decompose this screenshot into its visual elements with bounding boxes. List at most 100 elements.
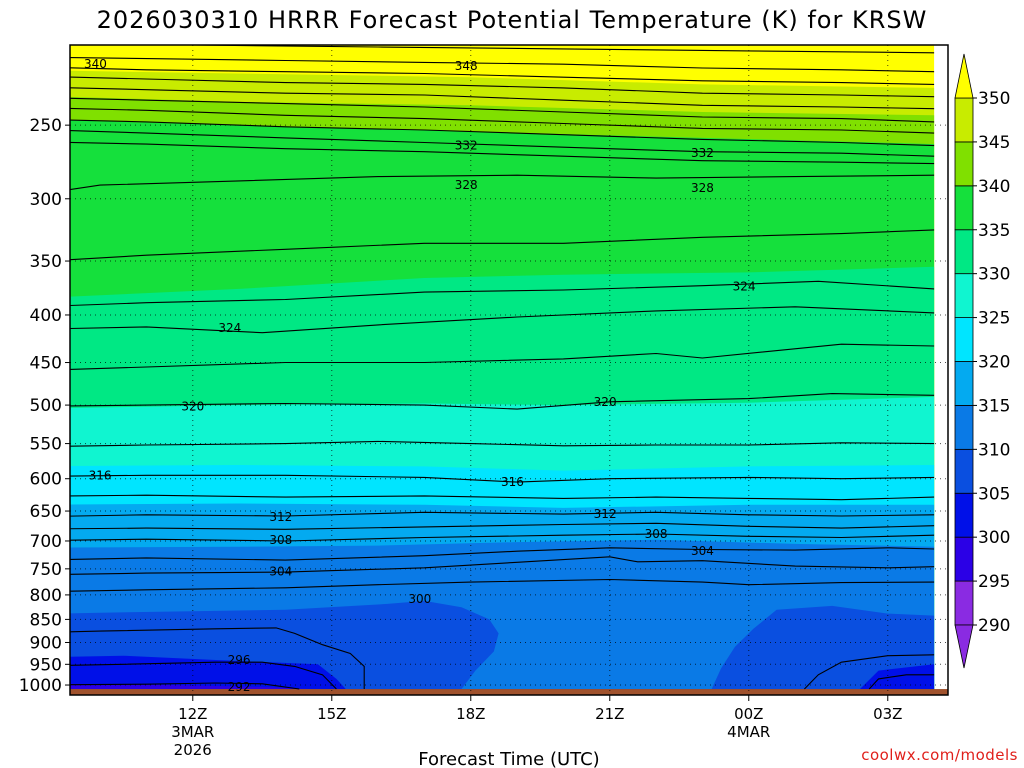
filled-contours: [70, 45, 935, 695]
contour-label-320: 320: [181, 400, 204, 414]
y-tick-label-750: 750: [30, 560, 62, 580]
y-tick-label-450: 450: [30, 354, 62, 374]
ground-layer: [70, 689, 948, 695]
colorbar-segment-315: [954, 361, 974, 406]
y-tick-label-650: 650: [30, 502, 62, 522]
colorbar-segment-305: [954, 448, 974, 494]
colorbar-segment-320: [954, 317, 974, 362]
contour-line-25: [70, 627, 365, 689]
x-tick-label-18Z: 18Z: [456, 705, 485, 723]
x-tick-sublabel-3MAR: 3MAR: [171, 723, 214, 741]
credit-text: coolwx.com/models: [861, 746, 1018, 764]
contour-line-28: [804, 654, 935, 690]
contour-label-296: 296: [228, 653, 251, 667]
colorbar-label-310: 310: [978, 440, 1010, 460]
colorbar-extend-top: [954, 53, 974, 99]
colorbar-segment-295: [954, 536, 974, 582]
contour-line-26: [70, 661, 337, 690]
ground-surface: [70, 689, 948, 695]
y-tick-label-1000: 1000: [19, 676, 62, 696]
x-tick-label-00Z: 00Z: [734, 705, 763, 723]
contour-line-13: [70, 306, 935, 334]
contour-label-312: 312: [269, 510, 292, 524]
x-tick-label-15Z: 15Z: [317, 705, 346, 723]
colorbar: 290 295 300 305 310 315 320 325 330 335 340 345 350: [954, 53, 1010, 669]
contour-label-328: 328: [691, 181, 714, 195]
contour-line-18: [70, 494, 935, 501]
colorbar-segment-290: [954, 580, 974, 626]
contour-label-316: 316: [501, 475, 524, 489]
contour-line-11: [70, 229, 935, 261]
contour-label-308: 308: [645, 527, 668, 541]
contour-label-312: 312: [594, 507, 617, 521]
contour-label-292: 292: [228, 680, 251, 694]
colorbar-label-315: 315: [978, 396, 1010, 416]
y-tick-label-400: 400: [30, 306, 62, 326]
y-tick-label-700: 700: [30, 532, 62, 552]
contour-label-332: 332: [455, 139, 478, 153]
y-tick-label-350: 350: [30, 252, 62, 272]
y-tick-label-300: 300: [30, 190, 62, 210]
colorbar-segment-335: [954, 185, 974, 231]
x-axis-label: Forecast Time (UTC): [418, 749, 599, 768]
colorbar-label-350: 350: [978, 89, 1010, 109]
colorbar-label-295: 295: [978, 572, 1010, 592]
contour-line-9: [70, 141, 935, 165]
y-tick-label-800: 800: [30, 586, 62, 606]
chart-title: 2026030310 HRRR Forecast Potential Tempe…: [97, 6, 928, 34]
contour-line-10: [70, 174, 935, 191]
colorbar-segment-345: [954, 97, 974, 143]
plot-area: 340 348 332 332 328 328 324 324 320 320 316 316 312 3…: [70, 45, 948, 695]
colorbar-label-345: 345: [978, 133, 1010, 153]
contour-line-22: [70, 547, 935, 561]
contour-label-348: 348: [455, 59, 478, 73]
contour-line-20: [70, 522, 935, 530]
y-tick-label-950: 950: [30, 655, 62, 675]
colorbar-label-305: 305: [978, 484, 1010, 504]
contour-line-12: [70, 280, 935, 307]
contour-line-24: [70, 578, 935, 592]
contour-label-304: 304: [691, 544, 714, 558]
contour-label-324: 324: [218, 321, 241, 335]
y-tick-label-500: 500: [30, 396, 62, 416]
colorbar-segment-300: [954, 492, 974, 538]
x-tick-label-12Z: 12Z: [178, 705, 207, 723]
colorbar-extend-bottom: [954, 624, 974, 669]
contour-line-15: [70, 393, 935, 410]
y-axis: 250 300 350 400 450 500 550 600 650 700 750 800 850 9…: [19, 116, 70, 696]
contour-label-324: 324: [733, 280, 756, 294]
colorbar-label-320: 320: [978, 353, 1010, 373]
grid-lines: [70, 45, 948, 695]
contour-line-8: [70, 129, 935, 157]
y-tick-label-900: 900: [30, 633, 62, 653]
y-tick-label-600: 600: [30, 470, 62, 490]
contour-label-300: 300: [408, 592, 431, 606]
colorbar-label-340: 340: [978, 177, 1010, 197]
contour-label-308: 308: [269, 533, 292, 547]
contour-line-16: [70, 440, 935, 447]
contour-line-19: [70, 511, 935, 517]
contour-line-6: [70, 107, 935, 134]
contour-label-328: 328: [455, 178, 478, 192]
colorbar-label-335: 335: [978, 221, 1010, 241]
y-tick-label-850: 850: [30, 610, 62, 630]
x-tick-label-21Z: 21Z: [595, 705, 624, 723]
contour-line-4: [70, 87, 935, 110]
contour-line-14: [70, 343, 935, 370]
colorbar-label-325: 325: [978, 309, 1010, 329]
colorbar-label-330: 330: [978, 265, 1010, 285]
y-tick-label-550: 550: [30, 435, 62, 455]
contour-line-0: [70, 45, 935, 54]
contour-line-17: [70, 474, 935, 483]
contour-line-23: [70, 556, 935, 575]
contour-line-27: [70, 682, 300, 690]
contour-label-320: 320: [594, 395, 617, 409]
contour-line-3: [70, 76, 935, 98]
x-tick-sublabel-4MAR: 4MAR: [727, 723, 770, 741]
y-tick-label-250: 250: [30, 116, 62, 136]
contour-label-332: 332: [691, 146, 714, 160]
x-tick-label-03Z: 03Z: [873, 705, 902, 723]
contour-line-7: [70, 119, 935, 147]
contour-label-340: 340: [84, 57, 107, 71]
